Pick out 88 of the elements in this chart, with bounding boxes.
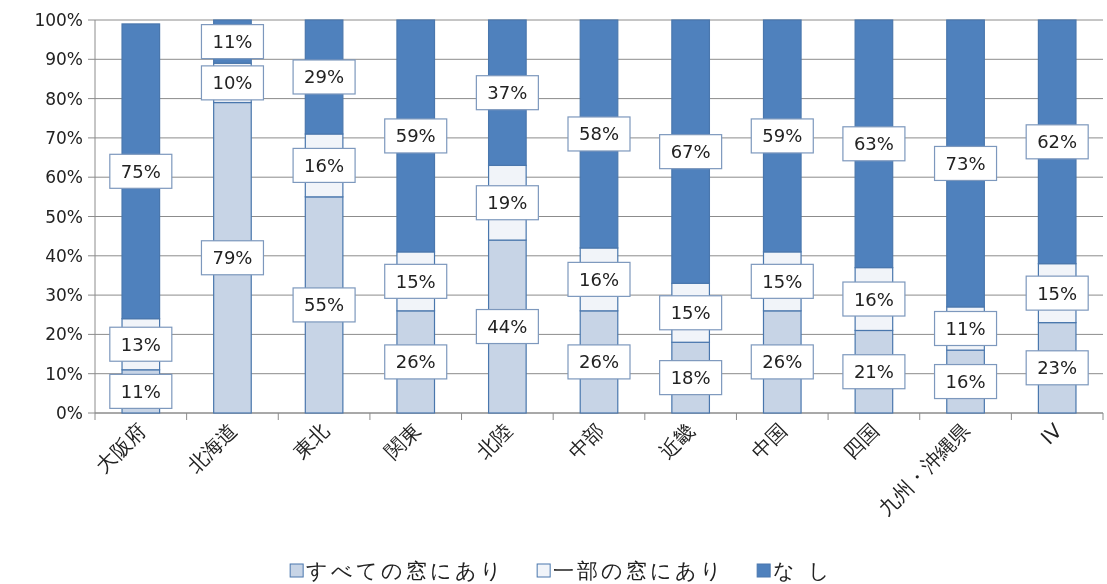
data-label: 26% [578, 351, 620, 373]
data-label: 37% [487, 82, 528, 104]
data-label: 13% [120, 333, 161, 355]
data-label: 11% [945, 318, 986, 340]
data-label: 18% [670, 367, 711, 389]
data-label: 44% [487, 316, 528, 338]
label: 16% [842, 281, 906, 317]
y-tick-label: 10% [45, 363, 83, 384]
data-label: 79% [212, 247, 253, 269]
data-label: 16% [853, 288, 894, 310]
data-label: 15% [762, 270, 803, 292]
y-tick-label: 80% [45, 88, 83, 109]
y-tick-label: 60% [45, 167, 83, 188]
data-label: 26% [762, 351, 803, 373]
data-label: 21% [853, 361, 894, 383]
label: 59% [384, 118, 448, 154]
label: 29% [292, 59, 356, 95]
label: 55% [292, 287, 356, 323]
label: 37% [475, 75, 539, 111]
x-tick-label: 中国 [746, 418, 792, 464]
data-label: 26% [395, 351, 436, 373]
data-label: 11% [120, 380, 161, 402]
data-label: 62% [1037, 131, 1078, 153]
data-label: 15% [670, 302, 711, 324]
data-label: 73% [945, 152, 986, 174]
data-label: 23% [1037, 357, 1078, 379]
data-label: 67% [670, 141, 711, 163]
data-label: 15% [395, 270, 436, 292]
x-tick-label: IV [1035, 418, 1067, 450]
legend-label: すべての窓にあり [306, 559, 506, 583]
label: 75% [109, 153, 173, 189]
label: 63% [842, 126, 906, 162]
data-label: 19% [487, 192, 528, 214]
label: 11% [200, 24, 265, 60]
label: 15% [384, 263, 448, 299]
label: 21% [842, 354, 906, 390]
label: 15% [659, 295, 723, 331]
y-tick-label: 0% [56, 403, 83, 423]
label: 16% [933, 363, 998, 400]
y-tick-label: 70% [45, 127, 83, 148]
x-tick-label: 大阪府 [90, 418, 151, 478]
label: 26% [384, 344, 448, 380]
data-label: 15% [1037, 282, 1078, 304]
label: 26% [750, 344, 814, 380]
label: 58% [567, 116, 631, 152]
legend-label: 一部の窓にあり [553, 559, 726, 583]
label: 67% [659, 134, 723, 170]
label: 18% [659, 360, 723, 396]
x-tick-label: 中部 [563, 418, 609, 464]
label: 16% [567, 261, 631, 297]
data-label: 59% [395, 125, 436, 147]
data-label: 11% [212, 31, 253, 53]
x-tick-label: 関東 [380, 418, 426, 464]
y-tick-label: 100% [34, 10, 83, 30]
x-tick-label: 東北 [288, 418, 334, 464]
data-label: 59% [762, 125, 803, 147]
label: 11% [933, 310, 998, 347]
label: 19% [475, 185, 539, 221]
label: 73% [933, 145, 998, 182]
label: 26% [567, 344, 631, 380]
label: 23% [1025, 350, 1089, 386]
data-label: 58% [578, 123, 620, 145]
y-tick-label: 50% [45, 206, 83, 227]
label: 44% [475, 308, 539, 345]
data-label: 63% [853, 133, 894, 155]
x-tick-label: 四国 [838, 418, 884, 464]
y-tick-label: 20% [45, 324, 83, 345]
y-tick-label: 30% [45, 285, 83, 306]
x-tick-label: 北陸 [471, 418, 517, 464]
label: 11% [109, 373, 173, 409]
y-tick-label: 40% [45, 245, 83, 266]
label: 13% [109, 326, 173, 362]
label: 15% [1025, 275, 1089, 311]
x-tick-label: 近畿 [654, 418, 701, 464]
label: 79% [200, 240, 265, 276]
x-tick-label: 北海道 [182, 418, 242, 478]
label: 16% [292, 147, 356, 183]
data-label: 16% [304, 154, 345, 176]
legend-label: な し [773, 559, 833, 583]
label: 15% [750, 263, 814, 299]
data-label: 55% [304, 294, 345, 316]
label: 62% [1025, 124, 1089, 160]
data-label: 75% [120, 160, 161, 182]
label: 59% [750, 118, 814, 154]
data-label: 16% [945, 371, 986, 393]
y-tick-label: 90% [45, 49, 83, 70]
data-label: 16% [578, 268, 620, 290]
data-label: 29% [304, 66, 345, 88]
